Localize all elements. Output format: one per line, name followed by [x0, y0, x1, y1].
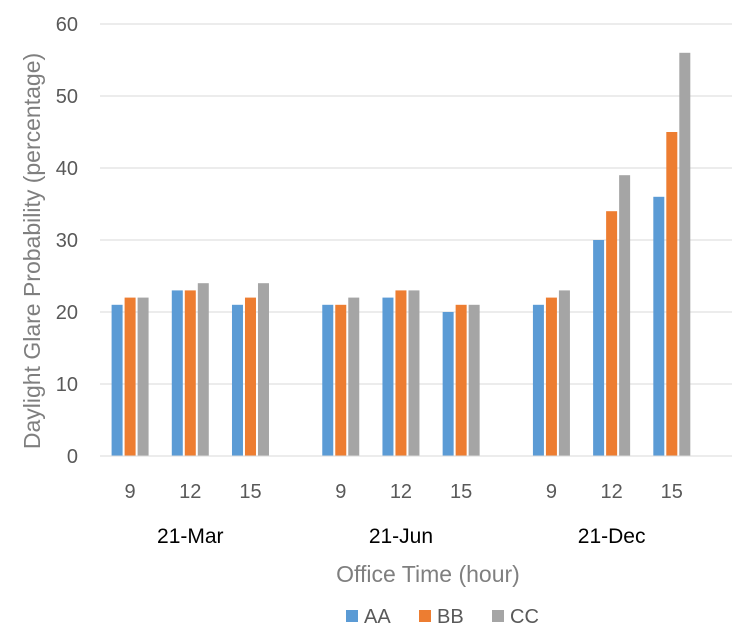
bar-cc [408, 290, 420, 456]
bar-cc [619, 175, 631, 456]
bar-cc [348, 297, 360, 456]
bar-cc [468, 304, 480, 456]
bar-aa [231, 304, 243, 456]
y-tick-label: 10 [56, 374, 78, 396]
bar-bb [455, 304, 467, 456]
bar-cc [257, 283, 269, 456]
bar-bb [244, 297, 256, 456]
bar-aa [382, 297, 394, 456]
x-group-label: 21-Jun [369, 525, 433, 548]
bar-aa [442, 312, 454, 456]
legend-label-bb: BB [437, 606, 464, 628]
x-tick-label: 9 [335, 481, 346, 503]
x-tick-label: 12 [600, 481, 622, 503]
bar-aa [111, 304, 123, 456]
legend-label-cc: CC [510, 606, 539, 628]
bar-aa [653, 196, 665, 457]
x-tick-label: 12 [390, 481, 412, 503]
y-tick-label: 30 [56, 230, 78, 252]
y-tick-label: 60 [56, 14, 78, 36]
x-tick-label: 12 [179, 481, 201, 503]
bars [111, 52, 691, 457]
bar-aa [593, 240, 605, 456]
y-axis-title: Daylight Glare Probability (percentage) [19, 53, 45, 449]
bar-aa [532, 304, 544, 456]
legend-swatch-bb [419, 610, 431, 622]
y-tick-label: 0 [67, 446, 78, 468]
x-axis-title: Office Time (hour) [336, 561, 520, 587]
bar-bb [606, 211, 618, 456]
bar-bb [184, 290, 196, 456]
x-group-label: 21-Dec [578, 525, 646, 548]
bar-cc [197, 283, 209, 456]
x-tick-label: 9 [125, 481, 136, 503]
legend: AA BB CC [346, 606, 539, 628]
bar-bb [666, 132, 678, 456]
x-axis-ticks: 9 12 15 9 12 15 9 12 15 [125, 481, 683, 503]
x-tick-label: 15 [450, 481, 472, 503]
bar-bb [124, 297, 136, 456]
bar-cc [679, 52, 691, 457]
bar-bb [545, 297, 557, 456]
bar-cc [137, 297, 149, 456]
bar-bb [395, 290, 407, 456]
bar-cc [558, 290, 570, 456]
bar-bb [335, 304, 347, 456]
x-tick-label: 15 [239, 481, 261, 503]
y-tick-label: 40 [56, 158, 78, 180]
x-tick-label: 15 [661, 481, 683, 503]
legend-swatch-cc [492, 610, 504, 622]
legend-label-aa: AA [364, 606, 391, 628]
x-axis-groups: 21-Mar 21-Jun 21-Dec [157, 525, 645, 548]
x-group-label: 21-Mar [157, 525, 224, 548]
bar-aa [171, 290, 183, 456]
y-axis-ticks: 0 10 20 30 40 50 60 [56, 14, 78, 468]
bar-aa [322, 304, 334, 456]
legend-swatch-aa [346, 610, 358, 622]
y-tick-label: 20 [56, 302, 78, 324]
x-tick-label: 9 [546, 481, 557, 503]
y-tick-label: 50 [56, 86, 78, 108]
